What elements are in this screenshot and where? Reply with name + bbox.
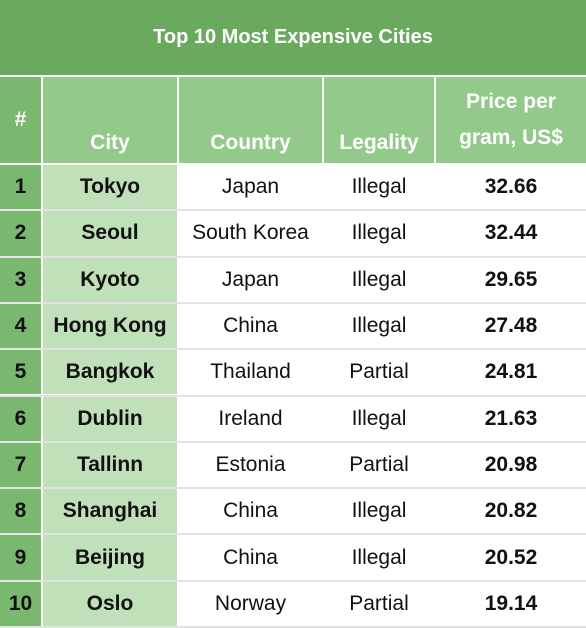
cell-price: 24.81 [436, 350, 586, 395]
cell-price: 21.63 [436, 396, 586, 441]
cell-legality: Illegal [324, 396, 434, 441]
cell-country: Thailand [179, 350, 322, 395]
row-divider [0, 209, 586, 212]
cell-price: 29.65 [436, 257, 586, 302]
cell-legality: Illegal [324, 303, 434, 349]
cell-price: 32.44 [436, 211, 586, 256]
cell-country: China [179, 535, 322, 580]
cell-legality: Partial [324, 350, 434, 395]
cell-rank: 8 [0, 489, 41, 534]
cell-legality: Partial [324, 581, 434, 626]
cell-rank: 5 [0, 350, 41, 395]
cell-rank: 7 [0, 442, 41, 488]
row-divider [0, 579, 586, 582]
row-divider [0, 255, 586, 258]
cell-city: Seoul [43, 211, 177, 256]
cell-legality: Illegal [324, 535, 434, 580]
cell-country: Estonia [179, 442, 322, 488]
cell-legality: Illegal [324, 257, 434, 302]
header-city: City [43, 77, 177, 163]
cell-legality: Illegal [324, 165, 434, 210]
header-price: Price per gram, US$ [436, 77, 586, 163]
cell-rank: 4 [0, 303, 41, 349]
cell-city: Hong Kong [43, 303, 177, 349]
row-divider [0, 533, 586, 536]
cell-city: Dublin [43, 396, 177, 441]
cell-price: 20.52 [436, 535, 586, 580]
cell-price: 19.14 [436, 581, 586, 626]
cell-country: South Korea [179, 211, 322, 256]
row-divider [0, 301, 586, 304]
cell-rank: 9 [0, 535, 41, 580]
cell-country: Japan [179, 165, 322, 210]
cell-country: China [179, 489, 322, 534]
header-legality: Legality [324, 77, 434, 163]
row-divider [0, 487, 586, 490]
cell-city: Shanghai [43, 489, 177, 534]
row-divider [0, 394, 586, 397]
header-country: Country [179, 77, 322, 163]
cell-city: Tokyo [43, 165, 177, 210]
row-divider [0, 440, 586, 443]
row-divider [0, 348, 586, 351]
cell-price: 20.98 [436, 442, 586, 488]
header-rank: # [0, 77, 41, 163]
cell-city: Beijing [43, 535, 177, 580]
cell-city: Tallinn [43, 442, 177, 488]
cell-price: 27.48 [436, 303, 586, 349]
header-price-line-2: gram, US$ [459, 126, 563, 149]
cell-rank: 10 [0, 581, 41, 626]
cell-price: 32.66 [436, 165, 586, 210]
cell-legality: Illegal [324, 211, 434, 256]
header-price-line-1: Price per [466, 90, 556, 113]
cell-country: Ireland [179, 396, 322, 441]
cell-country: China [179, 303, 322, 349]
cell-rank: 1 [0, 165, 41, 210]
table-title: Top 10 Most Expensive Cities [0, 0, 586, 77]
cell-country: Norway [179, 581, 322, 626]
cell-rank: 2 [0, 211, 41, 256]
cell-city: Oslo [43, 581, 177, 626]
cell-rank: 6 [0, 396, 41, 441]
cell-rank: 3 [0, 257, 41, 302]
cell-price: 20.82 [436, 489, 586, 534]
cell-city: Bangkok [43, 350, 177, 395]
cell-legality: Illegal [324, 489, 434, 534]
cell-legality: Partial [324, 442, 434, 488]
cell-city: Kyoto [43, 257, 177, 302]
cell-country: Japan [179, 257, 322, 302]
